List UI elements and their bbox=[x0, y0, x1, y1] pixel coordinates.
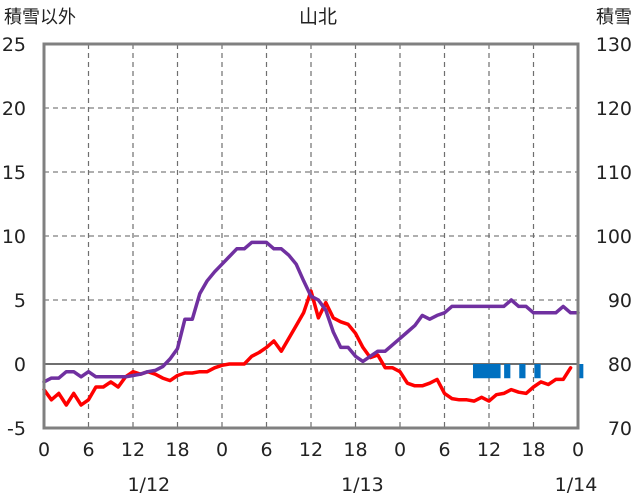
x-tick-label: 18 bbox=[521, 439, 545, 461]
series-layer bbox=[42, 240, 584, 407]
left-tick-label: 5 bbox=[14, 290, 26, 312]
plot-frame bbox=[42, 42, 580, 430]
chart-title: 山北 bbox=[299, 6, 337, 28]
series-blue-bar bbox=[577, 364, 584, 379]
x-tick-label: 0 bbox=[394, 439, 406, 461]
left-tick-label: 10 bbox=[2, 226, 26, 248]
series-blue-bar bbox=[519, 364, 526, 379]
left-axis-label: 積雪以外 bbox=[4, 7, 76, 28]
left-tick-label: 20 bbox=[2, 98, 26, 120]
right-tick-label: 100 bbox=[596, 226, 632, 248]
right-tick-label: 80 bbox=[608, 354, 632, 376]
left-tick-label: -5 bbox=[7, 418, 26, 440]
x-tick-label: 0 bbox=[38, 439, 50, 461]
date-label: 1/14 bbox=[555, 474, 598, 496]
x-tick-label: 6 bbox=[438, 439, 450, 461]
right-tick-label: 120 bbox=[596, 98, 632, 120]
left-tick-labels: 25 20 15 10 5 0 -5 bbox=[2, 34, 26, 440]
left-tick-label: 15 bbox=[2, 162, 26, 184]
right-tick-label: 70 bbox=[608, 418, 632, 440]
series-purple-line bbox=[42, 240, 580, 384]
left-tick-label: 25 bbox=[2, 34, 26, 56]
x-tick-label: 6 bbox=[82, 439, 94, 461]
x-tick-label: 12 bbox=[477, 439, 501, 461]
x-tick-label: 0 bbox=[572, 439, 584, 461]
x-tick-label: 18 bbox=[165, 439, 189, 461]
x-tick-label: 12 bbox=[121, 439, 145, 461]
right-tick-label: 130 bbox=[596, 34, 632, 56]
x-tick-label: 0 bbox=[216, 439, 228, 461]
date-labels: 1/12 1/13 1/14 bbox=[127, 474, 597, 496]
series-blue-bar bbox=[534, 364, 541, 379]
series-blue-bar bbox=[504, 364, 511, 379]
date-label: 1/13 bbox=[341, 474, 384, 496]
x-tick-labels: 0 6 12 18 0 6 12 18 0 6 12 18 0 bbox=[38, 439, 584, 461]
x-tick-label: 6 bbox=[260, 439, 272, 461]
right-tick-labels: 130 120 110 100 90 80 70 bbox=[596, 34, 632, 440]
series-red-line bbox=[42, 289, 573, 407]
right-tick-label: 90 bbox=[608, 290, 632, 312]
x-tick-label: 18 bbox=[343, 439, 367, 461]
x-tick-label: 12 bbox=[299, 439, 323, 461]
right-axis-label: 積雪 bbox=[596, 7, 632, 28]
left-tick-label: 0 bbox=[14, 354, 26, 376]
right-tick-label: 110 bbox=[596, 162, 632, 184]
date-label: 1/12 bbox=[127, 474, 170, 496]
series-blue-bar bbox=[472, 364, 501, 379]
